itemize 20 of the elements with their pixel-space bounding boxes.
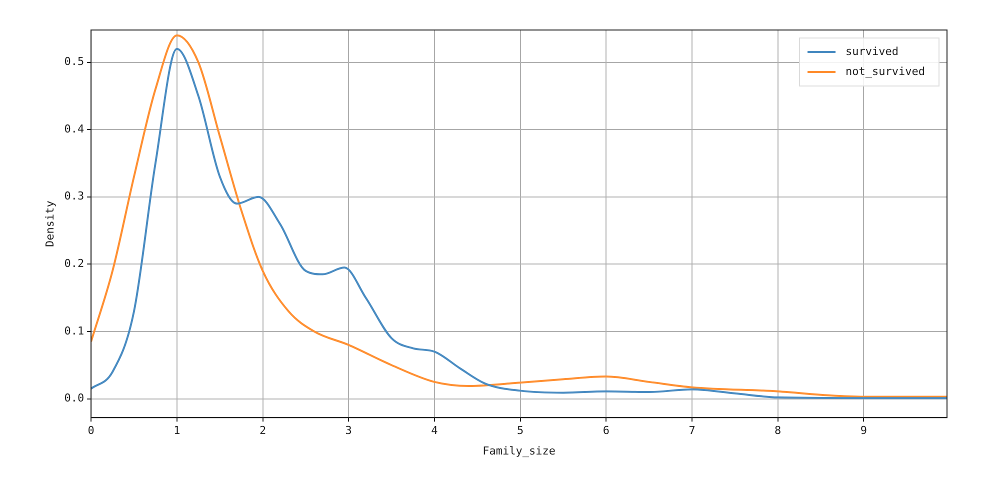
x-tick-label: 7 bbox=[688, 424, 696, 438]
x-tick-label: 8 bbox=[774, 424, 782, 438]
y-tick-label: 0.0 bbox=[64, 392, 84, 405]
x-tick-label: 5 bbox=[517, 424, 524, 438]
x-tick-label: 6 bbox=[602, 424, 610, 438]
y-tick-label: 0.3 bbox=[64, 190, 84, 203]
y-tick-label: 0.1 bbox=[64, 324, 84, 338]
x-axis-title: Family_size bbox=[482, 444, 556, 458]
legend-label: not_survived bbox=[846, 64, 926, 78]
x-tick-label: 4 bbox=[431, 424, 438, 438]
y-tick-label: 0.5 bbox=[64, 55, 84, 68]
y-tick-label: 0.4 bbox=[64, 122, 84, 136]
x-tick-label: 0 bbox=[88, 424, 94, 438]
y-tick-label: 0.2 bbox=[64, 257, 84, 270]
x-tick-label: 9 bbox=[860, 424, 868, 438]
x-tick-label: 2 bbox=[259, 424, 266, 438]
x-tick-label: 1 bbox=[174, 424, 180, 438]
y-axis-title: Density bbox=[43, 200, 56, 247]
x-tick-label: 3 bbox=[345, 424, 352, 438]
legend-label: survived bbox=[846, 44, 899, 58]
